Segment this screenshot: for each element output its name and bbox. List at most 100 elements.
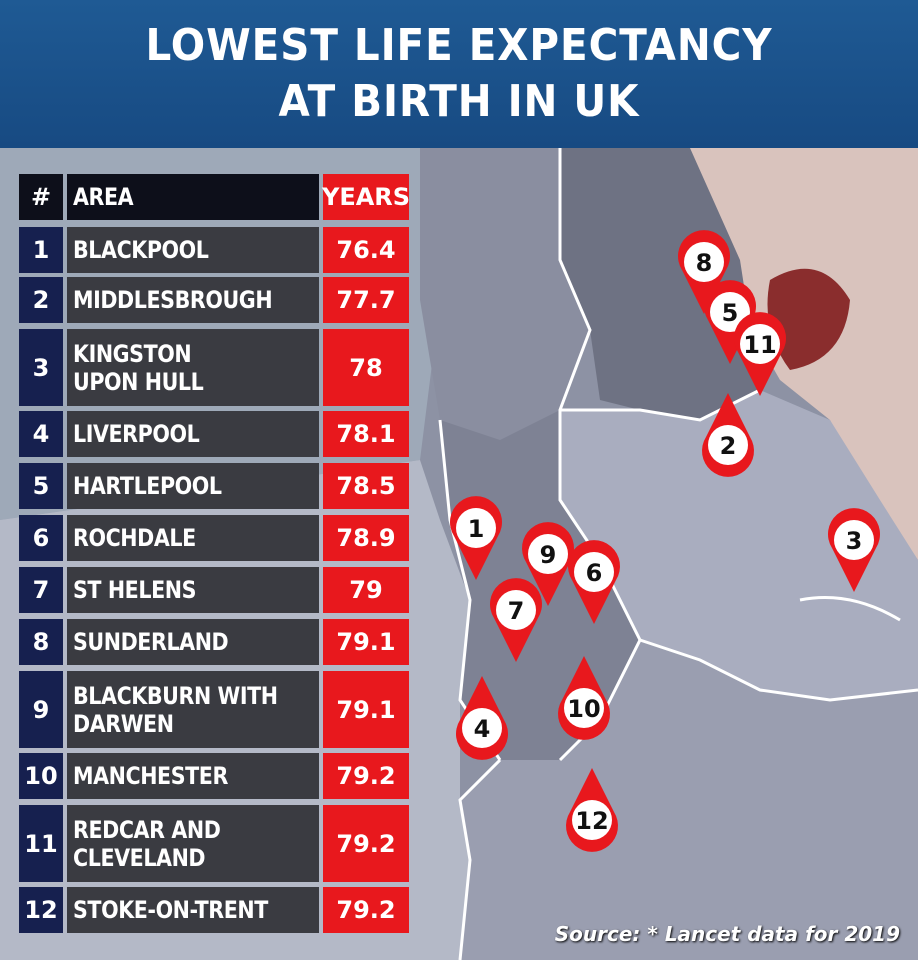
area-cell: KINGSTON UPON HULL bbox=[67, 329, 319, 406]
table-row: 6 ROCHDALE 78.9 bbox=[19, 515, 409, 561]
years-cell: 79.2 bbox=[323, 887, 409, 933]
area-cell: MIDDLESBROUGH bbox=[67, 277, 319, 323]
map-pin-12: 12 bbox=[566, 768, 619, 852]
map-pin-3: 3 bbox=[828, 508, 880, 592]
pin-badge bbox=[572, 800, 612, 840]
region-yorkshire bbox=[560, 390, 918, 700]
table-row: 5 HARTLEPOOL 78.5 bbox=[19, 463, 409, 509]
years-header: YEARS bbox=[322, 174, 410, 220]
pin-badge bbox=[708, 425, 748, 465]
years-cell: 77.7 bbox=[323, 277, 409, 323]
area-label: SUNDERLAND bbox=[73, 628, 229, 656]
rank-cell: 8 bbox=[19, 619, 63, 665]
years-cell: 78.1 bbox=[323, 411, 409, 457]
pin-badge bbox=[496, 590, 536, 630]
pin-number: 4 bbox=[474, 715, 491, 743]
rank-cell: 9 bbox=[19, 671, 63, 748]
area-label: BLACKBURN WITH DARWEN bbox=[73, 681, 278, 738]
area-cell: SUNDERLAND bbox=[67, 619, 319, 665]
area-cell: HARTLEPOOL bbox=[67, 463, 319, 509]
pin-badge bbox=[462, 708, 502, 748]
pin-badge bbox=[684, 242, 724, 282]
area-cell: MANCHESTER bbox=[67, 753, 319, 799]
area-cell: ST HELENS bbox=[67, 567, 319, 613]
area-cell: BLACKBURN WITH DARWEN bbox=[67, 671, 319, 748]
area-label: REDCAR AND CLEVELAND bbox=[73, 815, 221, 872]
pin-number: 5 bbox=[722, 299, 739, 327]
rank-cell: 1 bbox=[19, 227, 63, 273]
area-label: HARTLEPOOL bbox=[73, 472, 222, 500]
map-pin-9: 9 bbox=[522, 522, 575, 606]
table-row: 1 BLACKPOOL 76.4 bbox=[19, 227, 409, 273]
boundary-1 bbox=[558, 148, 642, 762]
map-pin-11: 11 bbox=[734, 312, 786, 396]
table-row: 2 MIDDLESBROUGH 77.7 bbox=[19, 277, 409, 323]
rank-cell: 6 bbox=[19, 515, 63, 561]
area-cell: STOKE-ON-TRENT bbox=[67, 887, 319, 933]
pin-number: 7 bbox=[508, 597, 525, 625]
pin-number: 1 bbox=[468, 515, 485, 543]
table-row: 3 KINGSTON UPON HULL 78 bbox=[19, 329, 409, 406]
area-cell: REDCAR AND CLEVELAND bbox=[67, 805, 319, 882]
table-row: 9 BLACKBURN WITH DARWEN 79.1 bbox=[19, 671, 409, 748]
rank-cell: 3 bbox=[19, 329, 63, 406]
pin-number: 6 bbox=[586, 559, 603, 587]
map-pin-10: 10 bbox=[558, 656, 611, 740]
map-pin-6: 6 bbox=[568, 540, 620, 624]
years-cell: 79.1 bbox=[323, 671, 409, 748]
pin-number: 9 bbox=[540, 541, 557, 569]
map-pin-7: 7 bbox=[490, 578, 542, 662]
area-label: BLACKPOOL bbox=[73, 236, 209, 264]
years-cell: 78 bbox=[323, 329, 409, 406]
pin-badge bbox=[528, 534, 568, 574]
region-north-east bbox=[560, 148, 760, 420]
pin-number: 2 bbox=[720, 432, 737, 460]
area-label: ROCHDALE bbox=[73, 524, 196, 552]
rank-cell: 11 bbox=[19, 805, 63, 882]
region-midlands bbox=[460, 640, 918, 960]
rank-header: # bbox=[19, 174, 63, 220]
title-line-2: AT BIRTH IN UK bbox=[278, 76, 640, 127]
pin-number: 11 bbox=[743, 331, 776, 359]
pin-badge bbox=[740, 324, 780, 364]
area-cell: BLACKPOOL bbox=[67, 227, 319, 273]
years-cell: 79.1 bbox=[323, 619, 409, 665]
years-cell: 79 bbox=[323, 567, 409, 613]
years-cell: 78.5 bbox=[323, 463, 409, 509]
area-label: ST HELENS bbox=[73, 576, 197, 604]
title-banner: LOWEST LIFE EXPECTANCY AT BIRTH IN UK bbox=[0, 0, 918, 148]
map-pin-1: 1 bbox=[450, 496, 502, 580]
river-humber bbox=[799, 596, 901, 622]
area-label: LIVERPOOL bbox=[73, 420, 200, 448]
pin-number: 8 bbox=[696, 249, 713, 277]
area-label: MANCHESTER bbox=[73, 762, 228, 790]
table-row: 12 STOKE-ON-TRENT 79.2 bbox=[19, 887, 409, 933]
area-cell: LIVERPOOL bbox=[67, 411, 319, 457]
table-row: 8 SUNDERLAND 79.1 bbox=[19, 619, 409, 665]
rank-cell: 12 bbox=[19, 887, 63, 933]
map-pin-2: 2 bbox=[702, 393, 754, 477]
rank-cell: 2 bbox=[19, 277, 63, 323]
source-note: Source: * Lancet data for 2019 bbox=[554, 922, 900, 946]
years-cell: 78.9 bbox=[323, 515, 409, 561]
area-label: KINGSTON UPON HULL bbox=[73, 339, 204, 396]
pin-number: 10 bbox=[567, 695, 600, 723]
boundary-3 bbox=[639, 638, 918, 702]
years-cell: 76.4 bbox=[323, 227, 409, 273]
title-line-1: LOWEST LIFE EXPECTANCY bbox=[145, 20, 773, 71]
pin-badge bbox=[574, 552, 614, 592]
rank-cell: 7 bbox=[19, 567, 63, 613]
area-label: AREA bbox=[73, 183, 134, 211]
years-cell: 79.2 bbox=[323, 805, 409, 882]
pin-number: 12 bbox=[575, 807, 608, 835]
table-header-row: # AREA YEARS bbox=[19, 174, 410, 220]
rank-cell: 5 bbox=[19, 463, 63, 509]
area-label: STOKE-ON-TRENT bbox=[73, 896, 268, 924]
map-pin-4: 4 bbox=[456, 676, 509, 760]
rank-cell: 10 bbox=[19, 753, 63, 799]
rank-cell: 4 bbox=[19, 411, 63, 457]
boundary-4 bbox=[458, 758, 502, 960]
table-row: 10 MANCHESTER 79.2 bbox=[19, 753, 409, 799]
pin-number: 3 bbox=[846, 527, 863, 555]
